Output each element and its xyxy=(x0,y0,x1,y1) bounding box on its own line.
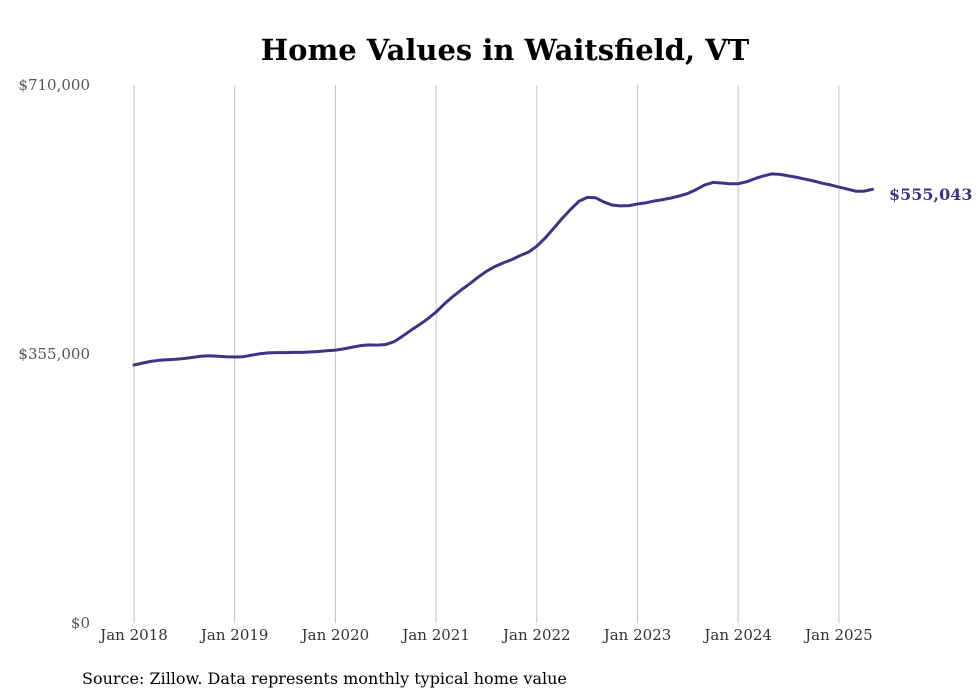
chart-title: Home Values in Waitsfield, VT xyxy=(261,33,750,67)
y-axis-ticks: $0 $355,000 $710,000 xyxy=(18,76,90,632)
end-value-label: $555,043 xyxy=(889,185,973,204)
x-tick-label: Jan 2018 xyxy=(98,626,168,644)
x-tick-label: Jan 2020 xyxy=(300,626,370,644)
y-tick-label: $355,000 xyxy=(18,345,90,363)
x-tick-label: Jan 2024 xyxy=(702,626,772,644)
x-tick-label: Jan 2019 xyxy=(199,626,269,644)
x-tick-label: Jan 2025 xyxy=(803,626,873,644)
series xyxy=(132,172,874,367)
y-tick-label: $0 xyxy=(71,614,90,632)
x-axis-ticks: Jan 2018 Jan 2019 Jan 2020 Jan 2021 Jan 2022… xyxy=(98,626,872,644)
gridlines xyxy=(133,85,840,623)
y-tick-label: $710,000 xyxy=(18,76,90,94)
x-tick-label: Jan 2022 xyxy=(501,626,571,644)
x-tick-label: Jan 2021 xyxy=(400,626,470,644)
x-tick-label: Jan 2023 xyxy=(602,626,672,644)
series-line-0 xyxy=(132,172,874,367)
source-note: Source: Zillow. Data represents monthly … xyxy=(82,669,567,688)
